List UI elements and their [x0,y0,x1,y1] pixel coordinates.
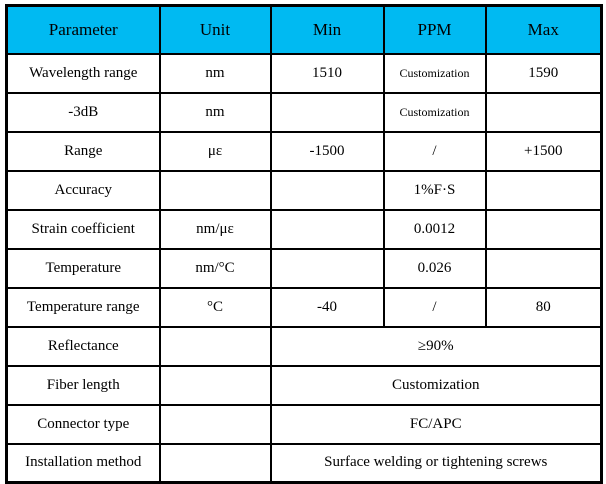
cell-unit: nm/°C [158,247,272,289]
cell-min [269,208,385,250]
table-row: Range με -1500/+1500 [5,130,603,172]
cell-unit [158,364,272,406]
spec-table-body: Wavelength range nm 1510 Customization 1590-… [5,52,603,484]
cell-ppm: / [382,286,487,328]
cell-min [269,169,385,211]
cell-min: -1500 [269,130,385,172]
table-row: Fiber length Customization [5,364,603,406]
table-row: Temperature range °C -40/80 [5,286,603,328]
cell-parameter: Connector type [5,403,161,445]
cell-parameter: Accuracy [5,169,161,211]
cell-unit [158,325,272,367]
header-cell-parameter: Parameter [5,4,161,55]
cell-parameter: Temperature [5,247,161,289]
cell-unit: nm/με [158,208,272,250]
cell-parameter: Installation method [5,442,161,484]
header-cell-ppm: PPM [382,4,487,55]
cell-min: -40 [269,286,385,328]
cell-parameter: Wavelength range [5,52,161,94]
cell-parameter: Range [5,130,161,172]
header-cell-min: Min [269,4,385,55]
cell-min [269,91,385,133]
cell-ppm: 1%F·S [382,169,487,211]
table-row: Temperature nm/°C 0.026 [5,247,603,289]
cell-unit [158,403,272,445]
spec-table-header: Parameter Unit Min PPM Max [5,4,603,55]
cell-max: 1590 [484,52,603,94]
cell-max [484,91,603,133]
cell-min: 1510 [269,52,385,94]
header-row: Parameter Unit Min PPM Max [5,4,603,55]
spec-table: Parameter Unit Min PPM Max Wavelength ra… [5,4,603,484]
cell-max: 80 [484,286,603,328]
cell-ppm: Customization [382,91,487,133]
table-row: Installation method Surface welding or ti… [5,442,603,484]
cell-span-value: Surface welding or tightening screws [269,442,603,484]
table-row: Reflectance ≥90% [5,325,603,367]
cell-ppm: 0.0012 [382,208,487,250]
table-row: -3dB nm Customization [5,91,603,133]
cell-parameter: Fiber length [5,364,161,406]
cell-max: +1500 [484,130,603,172]
cell-span-value: ≥90% [269,325,603,367]
cell-min [269,247,385,289]
cell-max [484,247,603,289]
table-row: Strain coefficient nm/με 0.0012 [5,208,603,250]
cell-unit: με [158,130,272,172]
table-row: Wavelength range nm 1510 Customization 1590 [5,52,603,94]
cell-span-value: Customization [269,364,603,406]
cell-parameter: Strain coefficient [5,208,161,250]
cell-max [484,208,603,250]
cell-span-value: FC/APC [269,403,603,445]
table-row: Connector type FC/APC [5,403,603,445]
cell-ppm: Customization [382,52,487,94]
cell-unit [158,169,272,211]
cell-parameter: -3dB [5,91,161,133]
cell-parameter: Temperature range [5,286,161,328]
header-cell-max: Max [484,4,603,55]
cell-ppm: / [382,130,487,172]
cell-max [484,169,603,211]
cell-unit: nm [158,91,272,133]
header-cell-unit: Unit [158,4,272,55]
cell-ppm: 0.026 [382,247,487,289]
cell-unit: °C [158,286,272,328]
cell-unit [158,442,272,484]
cell-unit: nm [158,52,272,94]
table-row: Accuracy 1%F·S [5,169,603,211]
cell-parameter: Reflectance [5,325,161,367]
